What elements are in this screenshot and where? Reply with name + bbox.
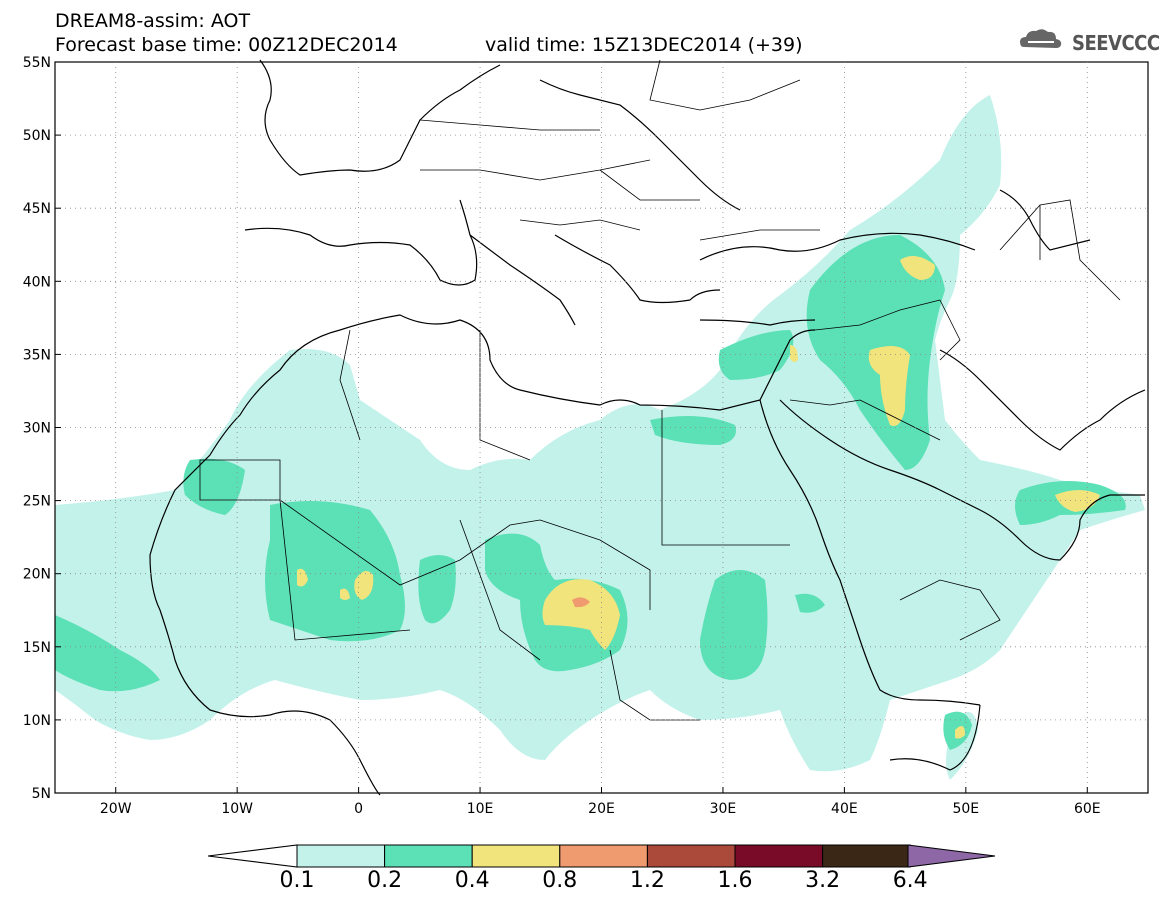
colorbar-box — [734, 844, 824, 868]
colorbar-label: 0.8 — [542, 868, 578, 893]
colorbar-box — [822, 844, 911, 868]
coastlines — [149, 59, 1146, 796]
colorbar-boxes — [296, 844, 911, 868]
colorbar-box — [384, 844, 473, 868]
colorbar-box — [471, 844, 561, 868]
lon-label: 30E — [710, 801, 737, 817]
lat-label: 45N — [23, 201, 51, 217]
colorbar-box — [559, 844, 648, 868]
map-plot-area: 55N 50N 45N 40N 35N 30N 25N 20N 15N 10N 5N 20W 10W 0… — [23, 55, 1149, 817]
valid-time: valid time: 15Z13DEC2014 (+39) — [485, 34, 803, 56]
lat-label: 15N — [23, 640, 51, 656]
lat-label: 50N — [23, 128, 51, 144]
map-title: DREAM8-assim: AOT — [55, 10, 251, 32]
colorbar-box — [646, 844, 736, 868]
forecast-base-time: Forecast base time: 00Z12DEC2014 — [55, 34, 398, 56]
aot-layer-high — [297, 256, 1100, 739]
cloud-icon — [1020, 29, 1062, 48]
lon-label: 20W — [100, 801, 132, 817]
lat-label: 55N — [23, 55, 51, 71]
colorbar-label: 1.6 — [717, 868, 753, 893]
lat-label: 40N — [23, 274, 51, 290]
lon-label: 10W — [221, 801, 253, 817]
colorbar-arrow-low — [207, 844, 298, 868]
colorbar-arrow-high — [907, 844, 996, 868]
lat-label: 5N — [32, 786, 51, 802]
colorbar-label: 0.1 — [279, 868, 315, 893]
longitude-labels: 20W 10W 0 10E 20E 30E 40E 50E 60E — [100, 787, 1101, 817]
colorbar-box — [296, 844, 386, 868]
lat-label: 10N — [23, 713, 51, 729]
lon-label: 10E — [467, 801, 494, 817]
lon-label: 0 — [354, 801, 363, 817]
country-borders — [199, 59, 1121, 721]
lon-label: 40E — [831, 801, 858, 817]
aot-layer-low — [55, 95, 1145, 780]
colorbar-label: 3.2 — [805, 868, 841, 893]
latitude-labels: 55N 50N 45N 40N 35N 30N 25N 20N 15N 10N 5N — [23, 55, 61, 802]
colorbar-label: 0.4 — [454, 868, 490, 893]
colorbar — [207, 844, 996, 868]
lat-label: 30N — [23, 421, 51, 437]
lat-label: 20N — [23, 567, 51, 583]
logo-text: SEEVCCC — [1072, 31, 1160, 55]
gridlines — [55, 62, 1148, 793]
colorbar-label: 0.2 — [367, 868, 403, 893]
lon-label: 60E — [1074, 801, 1101, 817]
colorbar-label: 1.2 — [629, 868, 665, 893]
lat-label: 35N — [23, 347, 51, 363]
colorbar-label: 6.4 — [892, 868, 928, 893]
lat-label: 25N — [23, 494, 51, 510]
lon-label: 20E — [588, 801, 615, 817]
lon-label: 50E — [952, 801, 979, 817]
aot-layer-peak — [572, 597, 590, 608]
